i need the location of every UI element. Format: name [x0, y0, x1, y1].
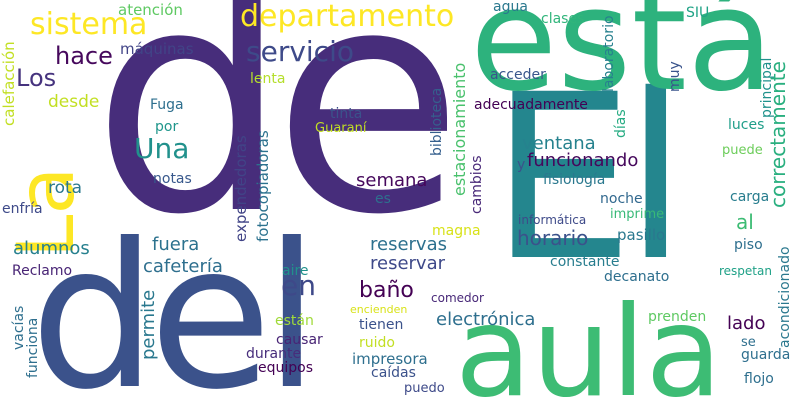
word-esta: está: [470, 0, 775, 123]
word-piso: piso: [734, 237, 763, 253]
word-departamento: departamento: [240, 0, 455, 34]
word-muy: muy: [667, 61, 683, 92]
word-fotocopiadoras: fotocopiadoras: [254, 130, 272, 242]
word-noche: noche: [600, 191, 643, 207]
word-tinta: tinta: [330, 106, 363, 122]
word-una: Una: [134, 132, 190, 165]
word-los: Los: [16, 64, 57, 92]
word-ruido: ruido: [359, 335, 395, 351]
word-causar: causar: [276, 332, 323, 348]
word-por: por: [155, 119, 179, 135]
word-sistema: sistema: [30, 7, 148, 42]
word-se: se: [741, 335, 756, 350]
word-reclamo: Reclamo: [12, 263, 73, 279]
word-acceder: acceder: [490, 67, 546, 83]
word-biblioteca: biblioteca: [429, 87, 445, 156]
word-vacias: vacías: [11, 305, 27, 350]
word-electronica: electrónica: [436, 309, 536, 330]
word-durante: durante: [246, 346, 302, 362]
word-informatica: informática: [518, 213, 587, 227]
word-estacionamiento: estacionamiento: [450, 62, 469, 196]
word-semana: semana: [356, 170, 428, 191]
word-agua: agua: [493, 0, 528, 15]
word-alumnos: alumnos: [13, 238, 90, 259]
word-servicio: servicio: [246, 35, 354, 68]
word-siu: SIU: [686, 5, 710, 21]
word-lado: lado: [727, 313, 766, 334]
word-lenta: lenta: [250, 71, 286, 87]
word-carga: carga: [730, 189, 770, 205]
word-puede: puede: [722, 143, 763, 158]
word-adecuadamente: adecuadamente: [474, 97, 588, 113]
word-enfria: enfría: [2, 201, 43, 217]
word-cambios: cambios: [469, 155, 485, 214]
word-acondicionado: acondicionado: [777, 246, 793, 348]
word-notas: notas: [153, 171, 192, 187]
word-laboratorio: laboratorio: [601, 15, 617, 92]
word-desde: desde: [48, 92, 100, 112]
word-correctamente: correctamente: [766, 61, 790, 208]
word-reservar: reservar: [370, 253, 446, 274]
word-funcionando: funcionando: [527, 150, 639, 171]
word-al: al: [736, 210, 754, 234]
word-constante: constante: [550, 254, 620, 270]
word-ventana: ventana: [522, 133, 596, 154]
word-imprime: imprime: [610, 207, 665, 222]
word-fuera: fuera: [152, 234, 200, 255]
word-equipos: equipos: [258, 360, 314, 376]
word-tienen: tienen: [359, 317, 404, 333]
word-del: del: [30, 201, 320, 400]
word-impresora: impresora: [352, 350, 428, 368]
word-luces: luces: [728, 117, 765, 133]
word-flojo: flojo: [744, 371, 774, 387]
word-atencion: atención: [118, 1, 183, 19]
word-respetan: respetan: [719, 264, 772, 278]
word-expendedoras: expendedoras: [232, 135, 250, 242]
word-de: de: [92, 0, 463, 283]
word-aire: aire: [282, 263, 309, 279]
word-aula: aula: [455, 280, 723, 400]
word-encienden: encienden: [350, 303, 408, 316]
word-clases: clases: [541, 11, 585, 27]
word-es: es: [375, 191, 391, 207]
word-horario: horario: [517, 226, 589, 250]
word-pasillo: pasillo: [617, 226, 666, 244]
word-guarani: Guaraní: [315, 121, 367, 136]
word-estan: están: [275, 313, 314, 329]
word-reservas: reservas: [370, 234, 447, 255]
word-dias: días: [613, 109, 629, 138]
word-hace: hace: [55, 42, 113, 70]
word-el: El: [490, 45, 687, 311]
word-prenden: prenden: [648, 309, 707, 325]
word-en: en: [281, 269, 316, 302]
word-guarda: guarda: [741, 347, 791, 363]
word-fisiologia: fisiología: [543, 172, 606, 188]
word-calefaccion: calefacción: [0, 41, 18, 126]
word-funciona: funciona: [25, 317, 41, 378]
word-rota: rota: [48, 178, 83, 198]
word-cafeteria: cafetería: [143, 256, 223, 277]
word-bano: baño: [359, 278, 414, 303]
word-magna: magna: [432, 223, 481, 239]
word-comedor: comedor: [431, 291, 484, 305]
word-decanato: decanato: [604, 269, 670, 285]
word-y: y: [517, 157, 526, 173]
word-permite: permite: [138, 289, 159, 360]
word-fuga: Fuga: [150, 97, 184, 113]
word-caidas: caídas: [371, 365, 416, 381]
word-maquinas: máquinas: [120, 40, 194, 58]
word-puedo: puedo: [404, 381, 445, 396]
